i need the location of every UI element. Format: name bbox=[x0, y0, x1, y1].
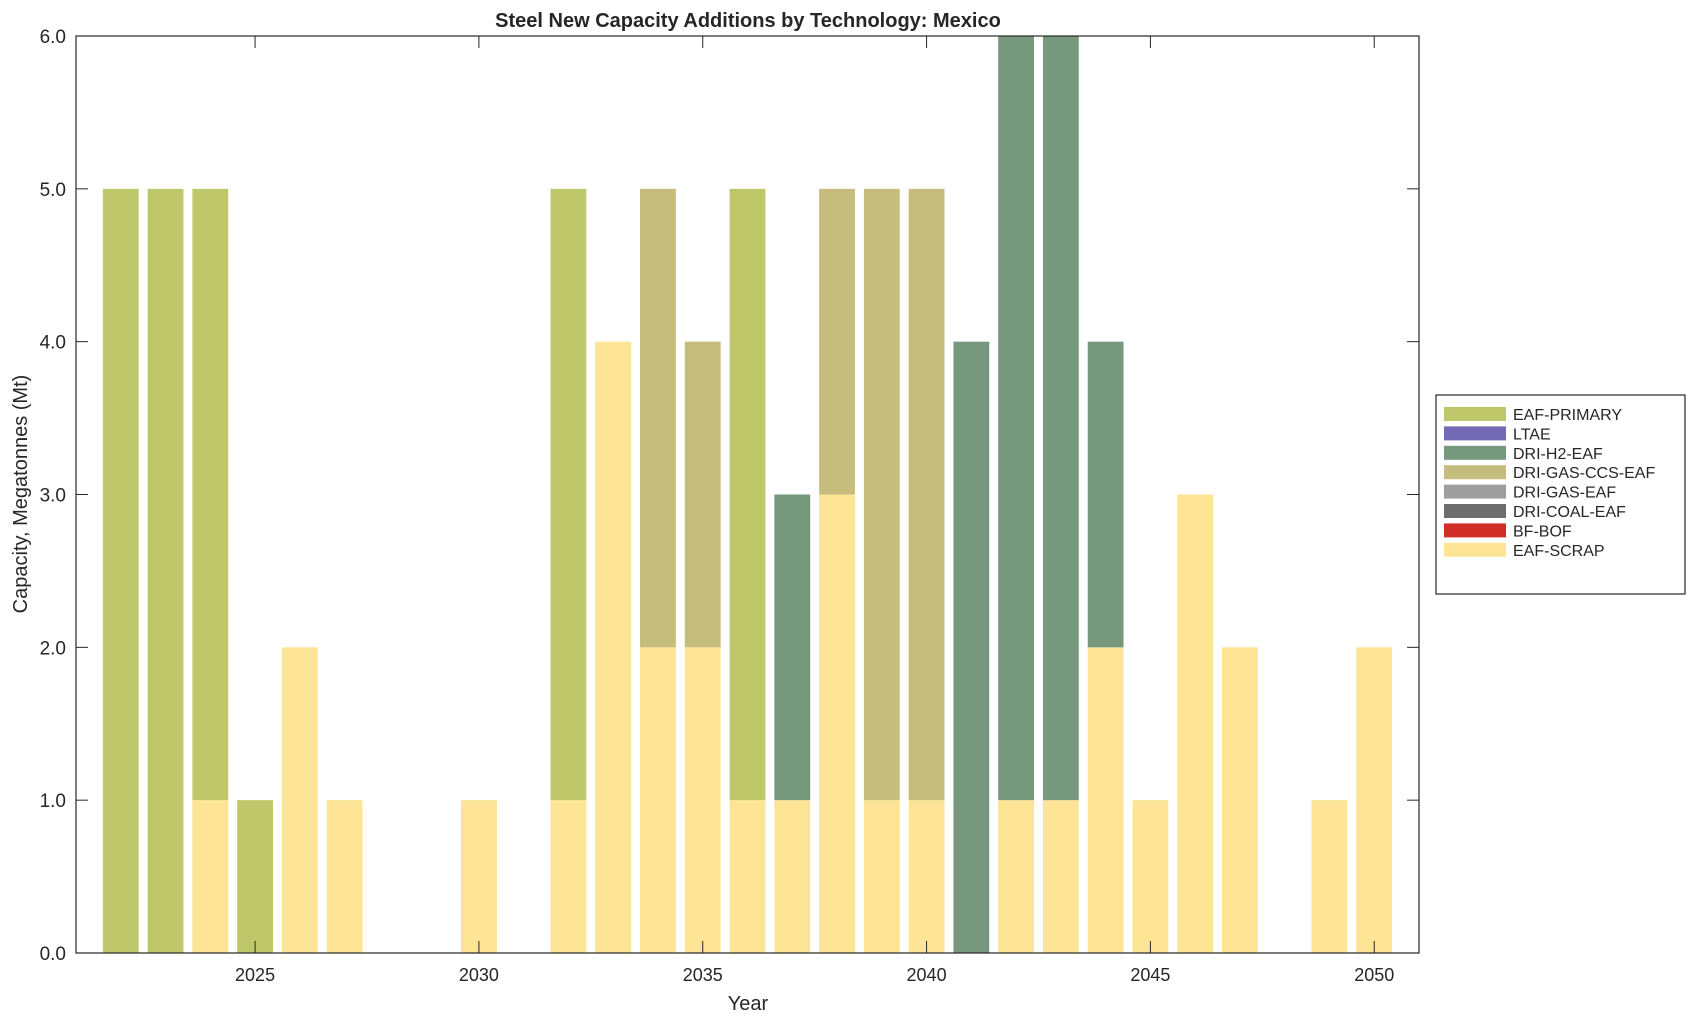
bar-eaf-scrap-2038 bbox=[819, 494, 855, 953]
y-tick-label: 5.0 bbox=[40, 180, 66, 201]
bar-eaf-primary-2024 bbox=[192, 188, 229, 801]
y-tick-label: 1.0 bbox=[40, 791, 66, 812]
x-tick-label: 2025 bbox=[235, 965, 275, 985]
bar-eaf-scrap-2046 bbox=[1177, 494, 1214, 953]
y-tick-label: 4.0 bbox=[40, 333, 66, 354]
legend-label-dri-gas-ccs-eaf: DRI-GAS-CCS-EAF bbox=[1513, 465, 1655, 482]
y-axis-label: Capacity, Megatonnes (Mt) bbox=[10, 375, 32, 614]
bar-eaf-scrap-2032 bbox=[550, 800, 587, 953]
bar-dri-h2-eaf-2042 bbox=[998, 36, 1035, 801]
bar-eaf-primary-2036 bbox=[729, 188, 766, 801]
bar-dri-gas-ccs-eaf-2040 bbox=[908, 188, 945, 801]
x-tick-label: 2050 bbox=[1354, 965, 1394, 985]
bar-eaf-primary-2022 bbox=[102, 188, 139, 954]
bar-eaf-primary-2032 bbox=[550, 188, 587, 801]
bar-dri-gas-ccs-eaf-2034 bbox=[640, 188, 676, 648]
y-tick-label: 2.0 bbox=[40, 638, 66, 659]
bar-eaf-primary-2025 bbox=[237, 800, 273, 953]
bar-eaf-scrap-2050 bbox=[1356, 647, 1393, 953]
x-tick-label: 2045 bbox=[1130, 965, 1170, 985]
x-axis-label: Year bbox=[728, 993, 769, 1015]
bar-eaf-scrap-2044 bbox=[1087, 647, 1124, 953]
bar-dri-gas-ccs-eaf-2038 bbox=[819, 188, 855, 495]
bar-eaf-scrap-2037 bbox=[774, 800, 811, 953]
bar-eaf-scrap-2047 bbox=[1222, 647, 1258, 953]
legend-swatch-eaf-primary bbox=[1444, 407, 1506, 421]
bar-eaf-scrap-2034 bbox=[640, 647, 676, 953]
bar-dri-gas-ccs-eaf-2035 bbox=[684, 341, 721, 648]
legend-label-bf-bof: BF-BOF bbox=[1513, 523, 1572, 540]
bar-eaf-scrap-2030 bbox=[460, 800, 497, 953]
bar-dri-h2-eaf-2044 bbox=[1087, 341, 1124, 648]
legend-swatch-dri-gas-eaf bbox=[1444, 484, 1506, 499]
legend-swatch-bf-bof bbox=[1444, 523, 1506, 538]
bar-eaf-scrap-2049 bbox=[1311, 800, 1348, 953]
bar-eaf-scrap-2045 bbox=[1132, 800, 1169, 953]
bar-eaf-scrap-2039 bbox=[863, 800, 900, 953]
bar-eaf-scrap-2043 bbox=[1042, 800, 1079, 953]
bar-eaf-scrap-2033 bbox=[595, 341, 632, 954]
legend: EAF-PRIMARY LTAE DRI-H2-EAF DRI-GAS-CCS-EAF… bbox=[1435, 394, 1686, 595]
chart-title: Steel New Capacity Additions by Technolo… bbox=[495, 10, 1001, 32]
bar-eaf-scrap-2027 bbox=[326, 800, 363, 953]
bar-eaf-scrap-2040 bbox=[908, 800, 945, 953]
legend-swatch-dri-gas-ccs-eaf bbox=[1444, 465, 1506, 480]
x-tick-label: 2035 bbox=[683, 965, 723, 985]
legend-swatch-ltae bbox=[1444, 426, 1506, 441]
legend-label-dri-coal-eaf: DRI-COAL-EAF bbox=[1513, 504, 1626, 521]
legend-label-eaf-scrap: EAF-SCRAP bbox=[1513, 543, 1605, 560]
y-tick-label: 0.0 bbox=[40, 944, 66, 965]
bar-dri-gas-ccs-eaf-2039 bbox=[863, 188, 900, 801]
legend-swatch-dri-coal-eaf bbox=[1444, 504, 1506, 518]
legend-label-dri-h2-eaf: DRI-H2-EAF bbox=[1513, 446, 1603, 463]
legend-swatch-eaf-scrap bbox=[1444, 542, 1506, 557]
y-tick-label: 3.0 bbox=[40, 486, 66, 507]
bar-eaf-scrap-2036 bbox=[729, 800, 766, 953]
legend-swatch-dri-h2-eaf bbox=[1444, 445, 1506, 460]
legend-label-ltae: LTAE bbox=[1513, 426, 1551, 443]
y-tick-label: 6.0 bbox=[40, 27, 66, 48]
bar-dri-h2-eaf-2041 bbox=[953, 341, 990, 954]
legend-label-eaf-primary: EAF-PRIMARY bbox=[1513, 407, 1622, 424]
legend-label-dri-gas-eaf: DRI-GAS-EAF bbox=[1513, 485, 1616, 502]
bar-eaf-primary-2023 bbox=[147, 188, 184, 954]
bar-dri-h2-eaf-2037 bbox=[774, 494, 811, 801]
bar-eaf-scrap-2024 bbox=[192, 800, 229, 953]
bar-eaf-scrap-2042 bbox=[998, 800, 1035, 953]
bar-dri-h2-eaf-2043 bbox=[1042, 36, 1079, 801]
x-tick-label: 2030 bbox=[459, 965, 499, 985]
bar-eaf-scrap-2026 bbox=[281, 647, 318, 953]
x-tick-label: 2040 bbox=[907, 965, 947, 985]
bar-eaf-scrap-2035 bbox=[684, 647, 721, 953]
